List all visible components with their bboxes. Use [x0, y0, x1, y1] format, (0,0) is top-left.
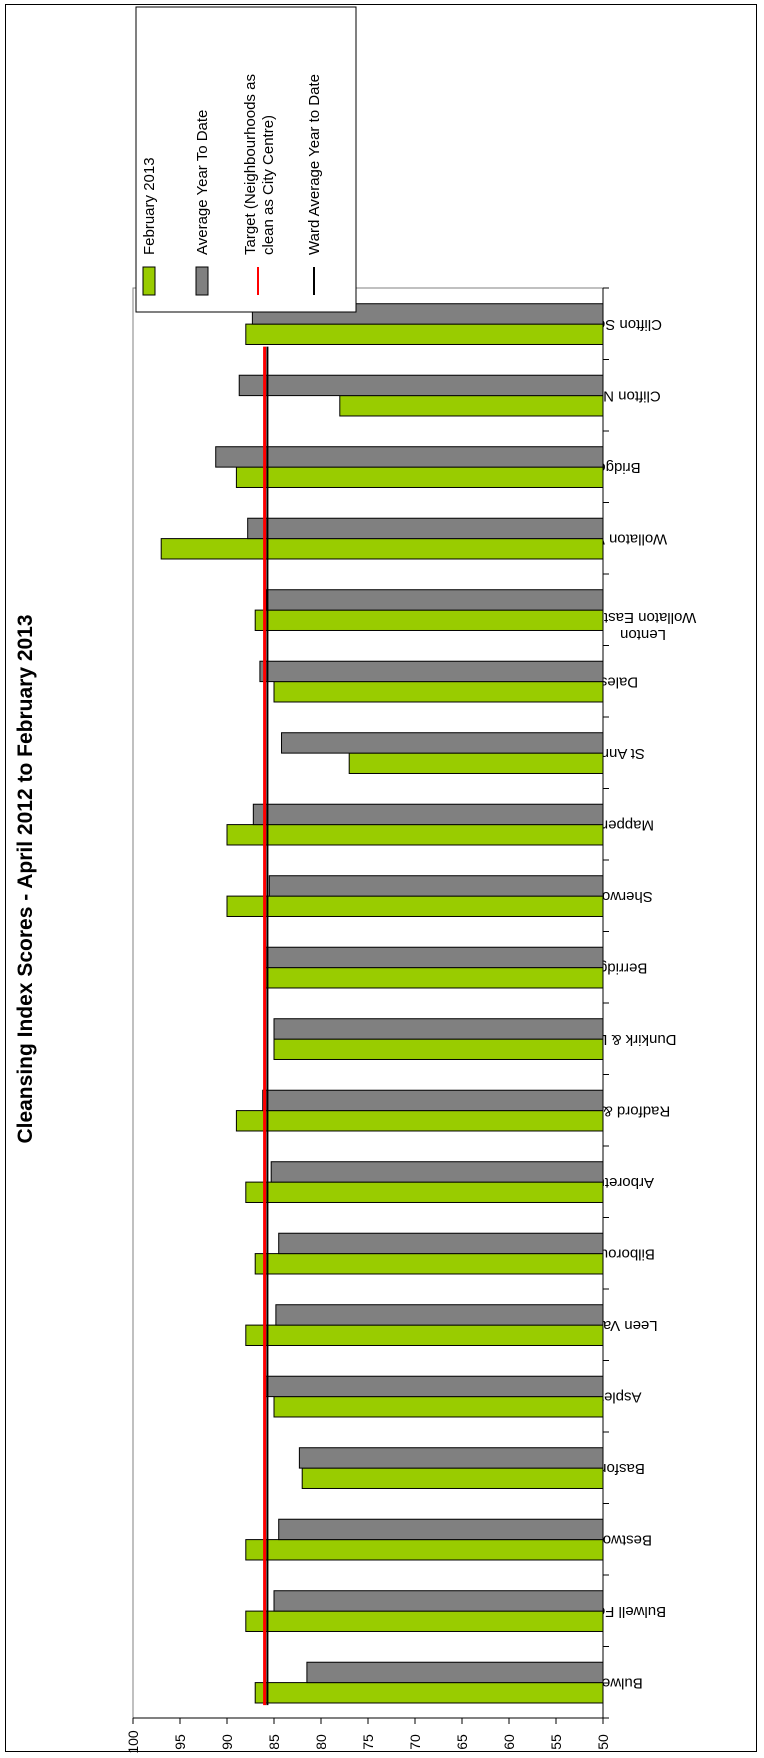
bar-average-year-to-date	[278, 1232, 604, 1255]
value-tick-label: 50	[595, 1734, 611, 1750]
value-tick-label: 65	[454, 1734, 470, 1750]
value-tick-label: 85	[266, 1734, 282, 1750]
category-label: Bulwell	[595, 1674, 643, 1691]
legend-average-year-to-date-label: Average Year To Date	[194, 110, 211, 255]
value-tick-label: 95	[172, 1734, 188, 1750]
legend-box	[135, 6, 357, 313]
bar-average-year-to-date	[273, 1018, 604, 1040]
category-label: Aspley	[596, 1388, 642, 1405]
legend-february-2013-label: February 2013	[141, 157, 158, 255]
plot-area	[132, 287, 604, 1719]
bar-february-2013	[254, 609, 604, 631]
bar-february-2013	[273, 1038, 604, 1060]
legend-average-year-to-date-swatch	[195, 266, 209, 296]
bar-average-year-to-date	[264, 946, 604, 969]
bar-february-2013	[301, 1467, 604, 1489]
bar-february-2013	[235, 466, 604, 488]
legend-target-label: Target (Neighbourhoods asclean as City C…	[242, 74, 277, 255]
reference-lines	[263, 346, 269, 1706]
bar-february-2013	[264, 967, 604, 989]
chart-frame: Cleansing Index Scores - April 2012 to F…	[5, 4, 757, 1753]
bar-average-year-to-date	[298, 1447, 604, 1469]
category-label: Berridge	[591, 959, 648, 976]
bar-february-2013	[160, 538, 604, 560]
bar-average-year-to-date	[306, 1661, 604, 1684]
bar-average-year-to-date	[265, 589, 604, 611]
bar-average-year-to-date	[278, 1518, 604, 1541]
bar-february-2013	[245, 323, 604, 345]
value-tick-label: 60	[501, 1734, 517, 1750]
legend-ward-average-label: Ward Average Year to Date	[306, 74, 323, 255]
legend-february-2013-swatch	[142, 266, 156, 296]
bar-february-2013	[245, 1539, 604, 1561]
bar-february-2013	[273, 681, 604, 703]
chart-title-group: Cleansing Index Scores - April 2012 to F…	[14, 614, 37, 1143]
bar-february-2013	[245, 1610, 604, 1632]
bar-february-2013	[254, 1682, 604, 1704]
bar-average-year-to-date	[273, 1590, 604, 1612]
value-tick-label: 90	[219, 1734, 235, 1750]
chart-svg: Cleansing Index Scores - April 2012 to F…	[14, 6, 696, 1753]
category-label: Bridge	[597, 459, 640, 476]
bar-february-2013	[245, 1324, 604, 1346]
bar-average-year-to-date	[270, 1161, 604, 1183]
bar-february-2013	[339, 395, 604, 417]
category-label: Wollaton East & Lenton	[590, 609, 696, 643]
bar-february-2013	[348, 752, 604, 774]
category-label: St Anns	[593, 745, 645, 762]
value-tick-label: 55	[548, 1734, 564, 1750]
bar-february-2013	[235, 1110, 604, 1132]
bar-february-2013	[245, 1181, 604, 1203]
category-label: Dales	[600, 673, 638, 690]
bar-average-year-to-date	[238, 374, 604, 397]
bar-average-year-to-date	[215, 446, 604, 468]
bar-february-2013	[254, 1253, 604, 1275]
bar-february-2013	[273, 1396, 604, 1418]
value-tick-label: 75	[360, 1734, 376, 1750]
category-label: Basford	[593, 1460, 645, 1477]
bar-february-2013	[226, 824, 604, 846]
bar-average-year-to-date	[264, 1375, 604, 1398]
chart-title: Cleansing Index Scores - April 2012 to F…	[14, 614, 37, 1143]
bar-average-year-to-date	[252, 803, 604, 826]
value-axis: 100 95 90 85 80 75 70 65 60 55 50	[125, 1717, 611, 1753]
bar-average-year-to-date	[281, 732, 604, 754]
bars	[160, 303, 604, 1704]
bar-average-year-to-date	[247, 517, 604, 540]
bar-average-year-to-date	[268, 875, 604, 897]
bar-average-year-to-date	[275, 1304, 604, 1326]
value-tick-label: 80	[313, 1734, 329, 1750]
bar-average-year-to-date	[259, 660, 604, 683]
value-tick-label: 100	[125, 1730, 141, 1753]
legend: February 2013 Average Year To Date Target …	[135, 6, 357, 313]
value-tick-label: 70	[407, 1734, 423, 1750]
bar-average-year-to-date	[262, 1089, 604, 1112]
bar-february-2013	[226, 895, 604, 917]
